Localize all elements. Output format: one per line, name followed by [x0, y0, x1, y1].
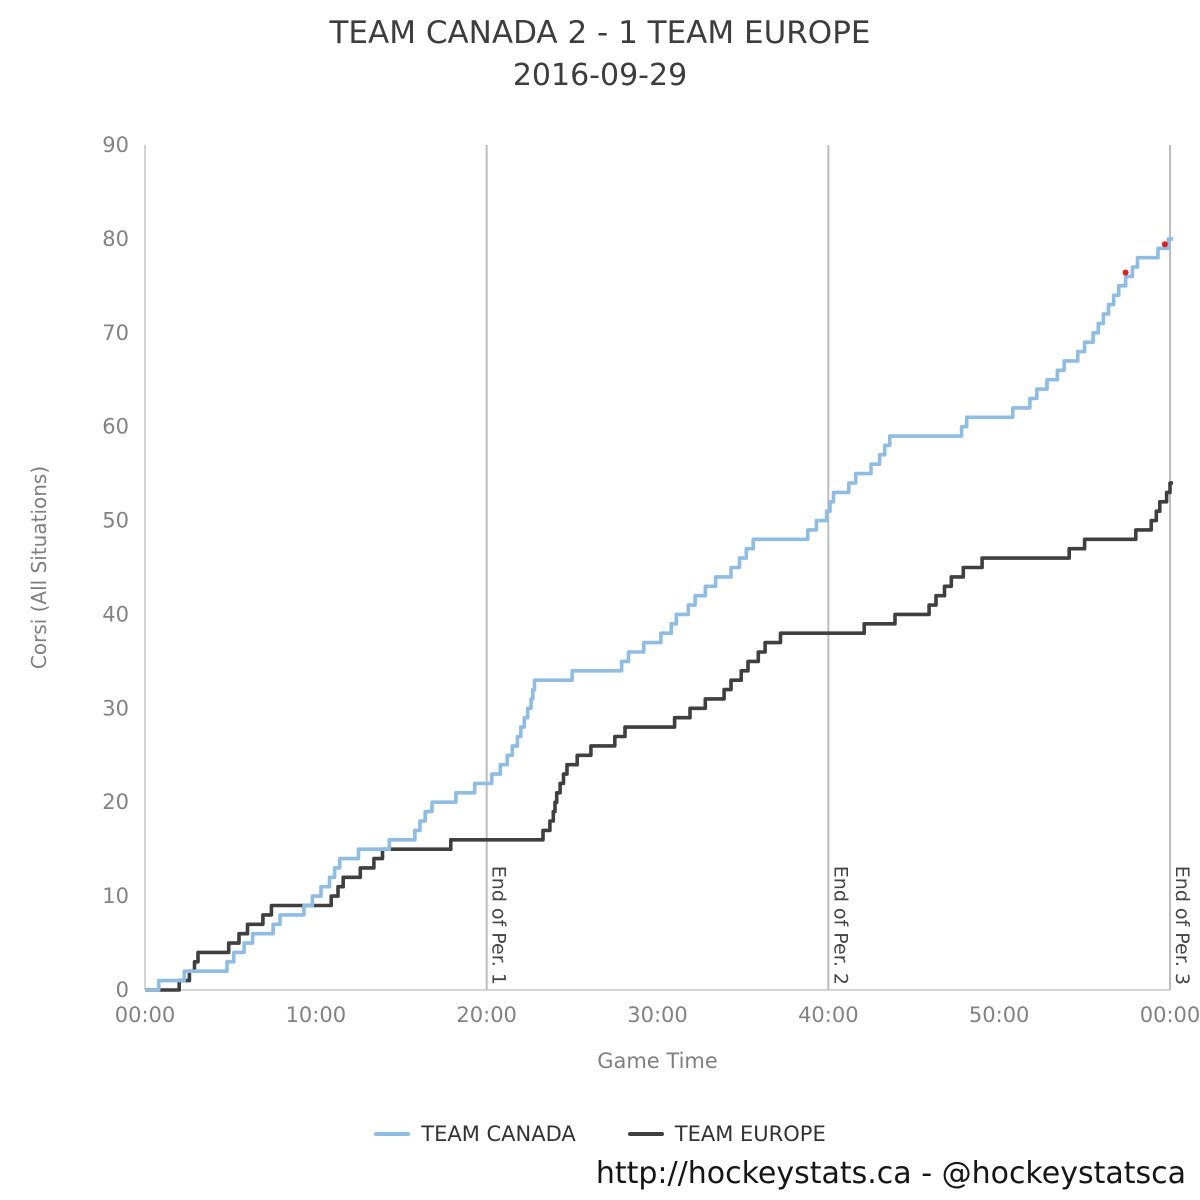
svg-text:Game Time: Game Time [597, 1049, 718, 1073]
legend: TEAM CANADA TEAM EUROPE [0, 1122, 1200, 1146]
legend-item-team-europe: TEAM EUROPE [627, 1122, 826, 1146]
svg-text:20:00: 20:00 [456, 1003, 517, 1027]
watermark-url: http://hockeystats.ca - @hockeystatsca [595, 1156, 1186, 1191]
svg-text:Corsi (All Situations): Corsi (All Situations) [27, 466, 51, 669]
svg-text:End of Per. 3: End of Per. 3 [1171, 866, 1193, 985]
chart-title: TEAM CANADA 2 - 1 TEAM EUROPE 2016-09-29 [0, 12, 1200, 97]
svg-text:50:00: 50:00 [969, 1003, 1030, 1027]
svg-text:70: 70 [102, 321, 129, 345]
svg-text:20: 20 [102, 790, 129, 814]
svg-text:40: 40 [102, 602, 129, 626]
chart-title-score: TEAM CANADA 2 - 1 TEAM EUROPE [329, 15, 871, 51]
svg-text:30: 30 [102, 696, 129, 720]
svg-text:90: 90 [102, 133, 129, 157]
svg-text:10:00: 10:00 [286, 1003, 347, 1027]
legend-label-team-canada: TEAM CANADA [421, 1122, 576, 1146]
svg-text:End of Per. 2: End of Per. 2 [829, 866, 851, 985]
svg-text:50: 50 [102, 509, 129, 533]
team-canada-line-swatch [374, 1132, 411, 1136]
svg-text:40:00: 40:00 [798, 1003, 859, 1027]
svg-text:10: 10 [102, 884, 129, 908]
legend-item-team-canada: TEAM CANADA [374, 1122, 576, 1146]
legend-label-team-europe: TEAM EUROPE [674, 1122, 826, 1146]
svg-text:0: 0 [116, 978, 129, 1002]
svg-text:00:00: 00:00 [1140, 1003, 1200, 1027]
svg-text:60: 60 [102, 415, 129, 439]
team-europe-line-swatch [627, 1132, 664, 1136]
svg-text:30:00: 30:00 [627, 1003, 688, 1027]
svg-text:End of Per. 1: End of Per. 1 [488, 866, 510, 985]
corsi-step-chart: 0 10 20 30 40 50 60 70 80 90 00:00 10:00 20:00 30:00 4… [27, 133, 1200, 1073]
svg-text:00:00: 00:00 [115, 1003, 176, 1027]
chart-title-date: 2016-09-29 [512, 58, 688, 94]
svg-text:80: 80 [102, 227, 129, 251]
